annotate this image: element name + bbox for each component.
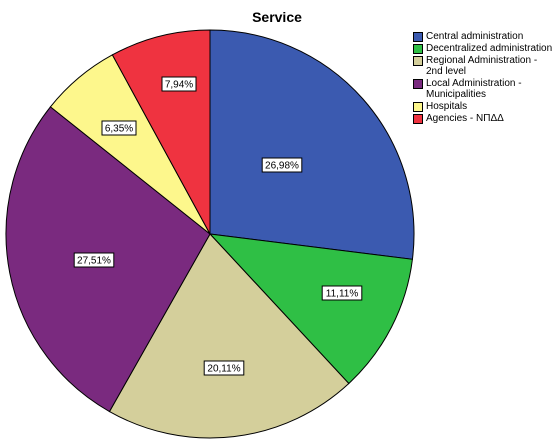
- legend-item: Decentralized administration: [413, 43, 553, 54]
- slice-label-box: [73, 252, 115, 268]
- pie-slice: [208, 233, 413, 385]
- legend-item: Agencies - ΝΠΔΔ: [413, 113, 553, 124]
- legend-label: Central administration: [426, 31, 524, 42]
- legend-label: Regional Administration - 2nd level: [426, 55, 538, 77]
- legend-label: Decentralized administration: [426, 43, 553, 54]
- slice-labels: 26,98% 11,11% 20,11% 27,51% 6,35% 7,94%: [73, 76, 363, 376]
- legend-item: Regional Administration - 2nd level: [413, 55, 553, 77]
- legend-label: Agencies - ΝΠΔΔ: [426, 113, 504, 124]
- legend-swatch: [413, 114, 423, 124]
- slice-label-box: [161, 76, 197, 92]
- legend: Central administration Decentralized admi…: [413, 31, 553, 125]
- legend-swatch: [413, 79, 423, 89]
- slice-label: 26,98%: [265, 161, 299, 172]
- legend-item: Local Administration - Municipalities: [413, 78, 553, 100]
- slice-label-box: [203, 360, 245, 376]
- legend-swatch: [413, 32, 423, 42]
- slice-label: 20,11%: [207, 364, 240, 375]
- slice-label-box: [261, 157, 303, 173]
- slice-label: 11,11%: [326, 289, 359, 300]
- slice-label: 27,51%: [77, 256, 111, 267]
- pie-slice: [108, 233, 350, 439]
- legend-swatch: [413, 102, 423, 112]
- pie-slices: [5, 29, 415, 439]
- pie-slice: [209, 29, 415, 260]
- chart-title: Service: [252, 9, 302, 25]
- legend-label: Hospitals: [426, 101, 468, 112]
- slice-label: 6,35%: [105, 124, 133, 135]
- legend-item: Hospitals: [413, 101, 553, 112]
- slice-label: 7,94%: [165, 80, 193, 91]
- legend-swatch: [413, 56, 423, 66]
- legend-swatch: [413, 44, 423, 54]
- slice-label-box: [321, 285, 363, 301]
- legend-item: Central administration: [413, 31, 553, 42]
- legend-label: Local Administration - Municipalities: [426, 78, 522, 100]
- slice-label-box: [101, 120, 137, 136]
